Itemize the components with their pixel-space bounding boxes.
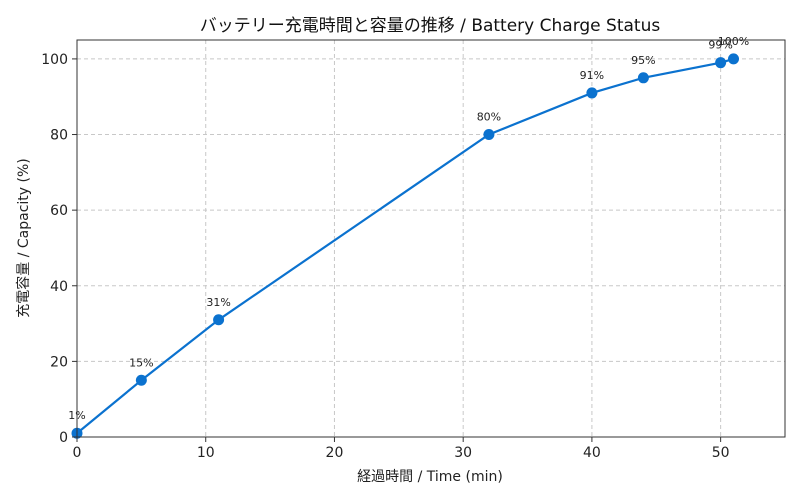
data-label: 31% <box>206 296 230 309</box>
x-tick-label: 30 <box>454 445 472 461</box>
x-tick-label: 0 <box>73 445 82 461</box>
data-label: 15% <box>129 356 153 369</box>
x-tick-label: 10 <box>197 445 215 461</box>
y-axis-label: 充電容量 / Capacity (%) <box>15 158 32 317</box>
series-line <box>76 57 734 435</box>
x-axis: 0 10 20 30 40 50 <box>73 437 730 461</box>
y-tick-label: 100 <box>41 52 68 68</box>
data-point <box>586 87 598 99</box>
data-label: 95% <box>631 54 655 67</box>
y-tick-label: 20 <box>50 354 68 370</box>
data-label: 91% <box>580 69 604 82</box>
grid <box>76 40 785 438</box>
x-tick-label: 50 <box>712 445 730 461</box>
x-tick-label: 20 <box>326 445 344 461</box>
plot-frame <box>76 39 786 438</box>
data-point <box>728 53 740 65</box>
y-tick-label: 60 <box>50 203 68 219</box>
y-tick-label: 40 <box>50 279 68 295</box>
y-tick-label: 80 <box>50 128 68 144</box>
data-point <box>715 57 727 69</box>
data-point <box>483 129 495 141</box>
series <box>71 53 740 439</box>
x-axis-label: 経過時間 / Time (min) <box>357 469 503 485</box>
data-label: 100% <box>718 35 749 48</box>
chart-title: バッテリー充電時間と容量の推移 / Battery Charge Status <box>200 16 661 36</box>
data-point <box>135 374 147 386</box>
y-tick-label: 0 <box>59 430 68 446</box>
x-tick-label: 40 <box>583 445 601 461</box>
data-point <box>213 314 225 326</box>
data-label: 99% <box>708 39 732 52</box>
y-axis: 0 20 40 60 80 100 <box>41 52 77 446</box>
data-point <box>637 72 649 84</box>
data-labels: 1%15%31%80%91%95%99%100% <box>68 35 749 422</box>
data-label: 80% <box>477 111 501 124</box>
